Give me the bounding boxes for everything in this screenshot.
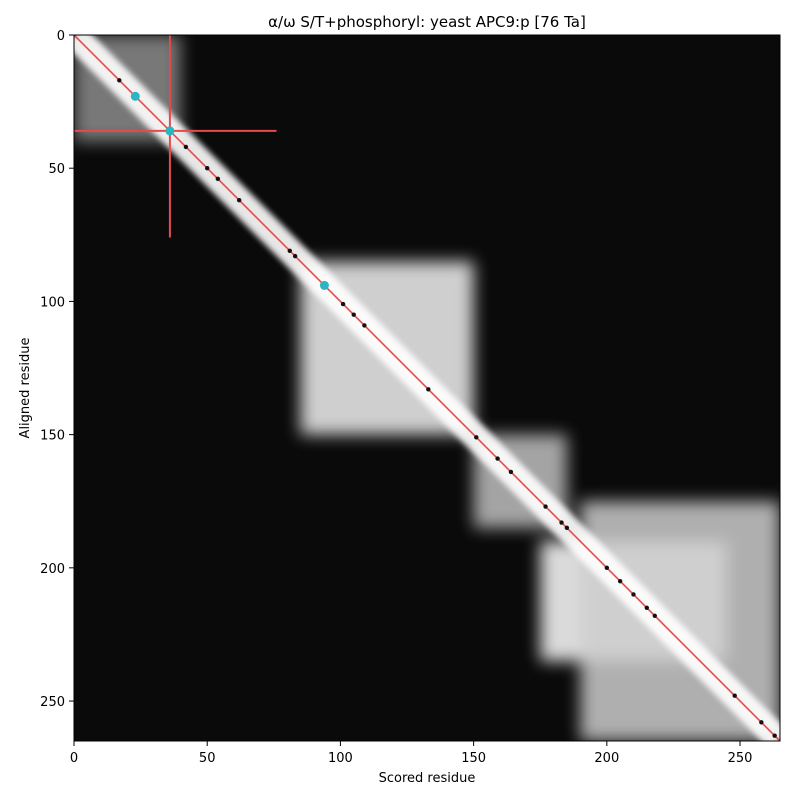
marker-point [495, 456, 500, 461]
crosshair [74, 35, 277, 238]
marker-point [772, 733, 777, 738]
marker-point [732, 693, 737, 698]
marker-point [759, 720, 764, 725]
marker-point [631, 592, 636, 597]
marker-point [564, 525, 570, 531]
x-axis-ticks: 0 50 100 150 200 250 [70, 741, 753, 766]
marker-point [474, 435, 479, 440]
marker-point [362, 323, 367, 328]
marker-point [287, 248, 292, 253]
marker-point [604, 565, 610, 571]
highlight-point [319, 280, 329, 290]
marker-point [559, 520, 564, 525]
marker-points [117, 78, 777, 738]
marker-point [183, 144, 189, 150]
y-tick-label: 150 [40, 429, 65, 444]
highlight-points [130, 91, 329, 290]
marker-point [652, 613, 657, 618]
marker-point [644, 605, 649, 610]
marker-point [205, 166, 210, 171]
x-tick-label: 200 [594, 751, 619, 766]
y-axis-label: Aligned residue [18, 338, 33, 439]
y-tick-label: 250 [40, 695, 65, 710]
y-tick-label: 50 [48, 162, 65, 177]
y-tick-label: 100 [40, 295, 65, 310]
x-tick-label: 0 [70, 751, 78, 766]
marker-point [292, 253, 298, 259]
x-tick-label: 50 [199, 751, 216, 766]
highlight-point [165, 126, 175, 136]
marker-point [426, 387, 431, 392]
marker-point [117, 78, 122, 83]
x-axis-label: Scored residue [379, 771, 476, 786]
marker-point [508, 469, 514, 475]
x-tick-label: 150 [461, 751, 486, 766]
plot-area [74, 35, 780, 741]
plot-frame [73, 34, 781, 742]
marker-point [340, 301, 346, 307]
y-tick-label: 200 [40, 562, 65, 577]
highlight-point [130, 91, 140, 101]
chart-title: α/ω S/T+phosphoryl: yeast APC9:p [76 Ta] [268, 13, 586, 31]
marker-point [236, 197, 242, 203]
marker-point [351, 312, 356, 317]
marker-point [543, 504, 548, 509]
x-tick-label: 100 [328, 751, 353, 766]
marker-point [215, 176, 221, 182]
y-axis-ticks: 0 50 100 150 200 250 [40, 29, 74, 710]
x-tick-label: 250 [728, 751, 753, 766]
marker-point [617, 578, 623, 584]
y-tick-label: 0 [57, 29, 65, 44]
